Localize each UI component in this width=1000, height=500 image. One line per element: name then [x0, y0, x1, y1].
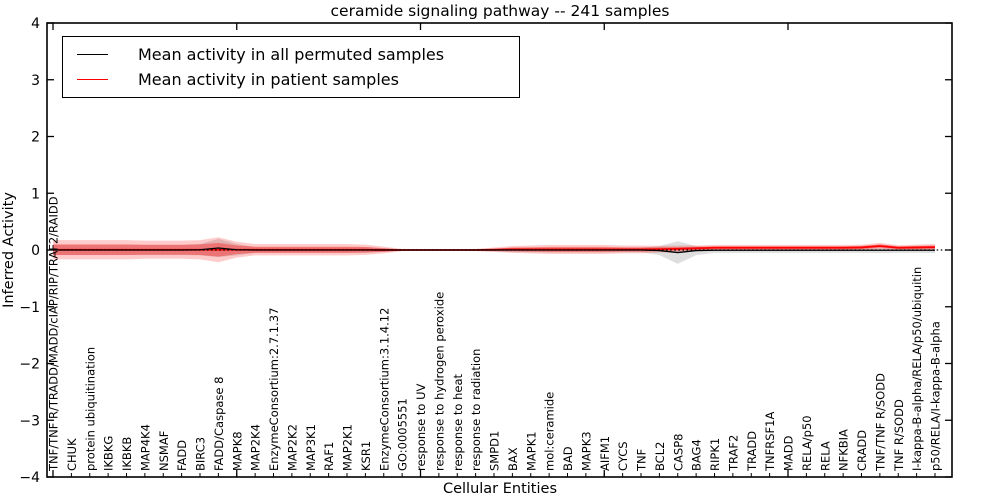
x-tick-label: response to heat: [451, 374, 465, 471]
x-tick-label: RAF1: [322, 442, 336, 471]
y-tick-label: −3: [19, 413, 40, 429]
x-tick-label: GO:0005551: [396, 398, 410, 471]
x-tick-label: TNF/TNF R/TRADD/MADD/cIAP/RIP/TRAF2/RAID…: [47, 196, 61, 472]
x-tick-label: CHUK: [65, 438, 79, 471]
x-tick-label: TNF: [635, 449, 649, 472]
x-tick-label: BAX: [506, 447, 520, 471]
y-tick-label: 1: [31, 186, 40, 202]
y-tick-label: −1: [19, 300, 40, 316]
x-tick-label: response to hydrogen peroxide: [432, 292, 446, 471]
x-tick-label: CASP8: [671, 434, 685, 471]
x-tick-label: FADD: [175, 440, 189, 471]
x-tick-label: TRADD: [745, 431, 759, 472]
legend-entry-patient: Mean activity in patient samples: [63, 70, 519, 89]
x-tick-label: MADD: [782, 435, 796, 471]
x-tick-label: TNF R/SODD: [892, 399, 906, 472]
x-tick-label: AIFM1: [598, 436, 612, 471]
x-axis-label: Cellular Entities: [442, 481, 558, 497]
x-tick-label: p50/RELA/I-kappa-B-alpha: [929, 321, 943, 471]
y-tick-label: −2: [19, 357, 40, 373]
x-tick-label: MAP4K4: [138, 424, 152, 471]
x-tick-label: response to radiation: [469, 349, 483, 471]
x-tick-label: MAP2K2: [285, 424, 299, 471]
y-tick-label: 2: [31, 130, 40, 146]
x-tick-label: RELA/p50: [800, 415, 814, 471]
x-tick-label: BAG4: [690, 439, 704, 471]
legend-label-permuted: Mean activity in all permuted samples: [138, 45, 445, 64]
x-tick-label: mol:ceramide: [543, 392, 557, 471]
permuted-std-band: [53, 238, 935, 264]
x-tick-label: BIRC3: [194, 437, 208, 471]
x-tick-label: IKBKB: [120, 437, 134, 471]
x-tick-label: TRAF2: [726, 435, 740, 472]
legend-line-patient-icon: [77, 79, 108, 80]
x-tick-label: KSR1: [359, 441, 373, 471]
x-tick-label: BCL2: [653, 442, 667, 471]
y-tick-label: 0: [31, 243, 40, 259]
legend: Mean activity in all permuted samples Me…: [62, 36, 520, 98]
legend-label-patient: Mean activity in patient samples: [138, 70, 399, 89]
x-tick-label: NFKBIA: [837, 429, 851, 471]
x-tick-label: CRADD: [855, 430, 869, 471]
x-tick-label: MAP2K4: [249, 424, 263, 471]
x-tick-label: RELA: [818, 441, 832, 471]
x-tick-label: MAP2K1: [341, 424, 355, 471]
x-tick-label: MAP3K1: [304, 424, 318, 471]
x-tick-label: MAPK3: [579, 431, 593, 471]
y-tick-label: 3: [31, 73, 40, 89]
x-tick-label: I-kappa-B-alpha/RELA/p50/ubiquitin: [910, 267, 924, 471]
legend-entry-permuted: Mean activity in all permuted samples: [63, 45, 519, 64]
x-tick-label: IKBKG: [102, 436, 116, 471]
chart-title: ceramide signaling pathway -- 241 sample…: [330, 2, 670, 20]
y-tick-label: −4: [19, 470, 40, 486]
x-tick-label: EnzymeConsortium:2.7.1.37: [267, 308, 281, 471]
legend-line-permuted-icon: [77, 54, 108, 55]
x-tick-label: MAPK1: [524, 431, 538, 471]
x-tick-label: NSMAF: [157, 431, 171, 471]
x-tick-label: response to UV: [414, 383, 428, 471]
x-tick-label: EnzymeConsortium:3.1.4.12: [377, 308, 391, 471]
y-tick-label: 4: [31, 16, 40, 32]
x-tick-label: protein ubiquitination: [83, 347, 97, 471]
x-tick-label: TNF/TNF R/SODD: [873, 373, 887, 472]
x-tick-label: MAPK8: [230, 431, 244, 471]
x-tick-label: TNFRSF1A: [763, 412, 777, 472]
x-tick-label: FADD/Caspase 8: [212, 377, 226, 471]
x-tick-label: CYCS: [616, 441, 630, 471]
x-tick-label: BAD: [561, 446, 575, 471]
x-tick-label: SMPD1: [488, 431, 502, 471]
x-tick-label: RIPK1: [708, 438, 722, 471]
